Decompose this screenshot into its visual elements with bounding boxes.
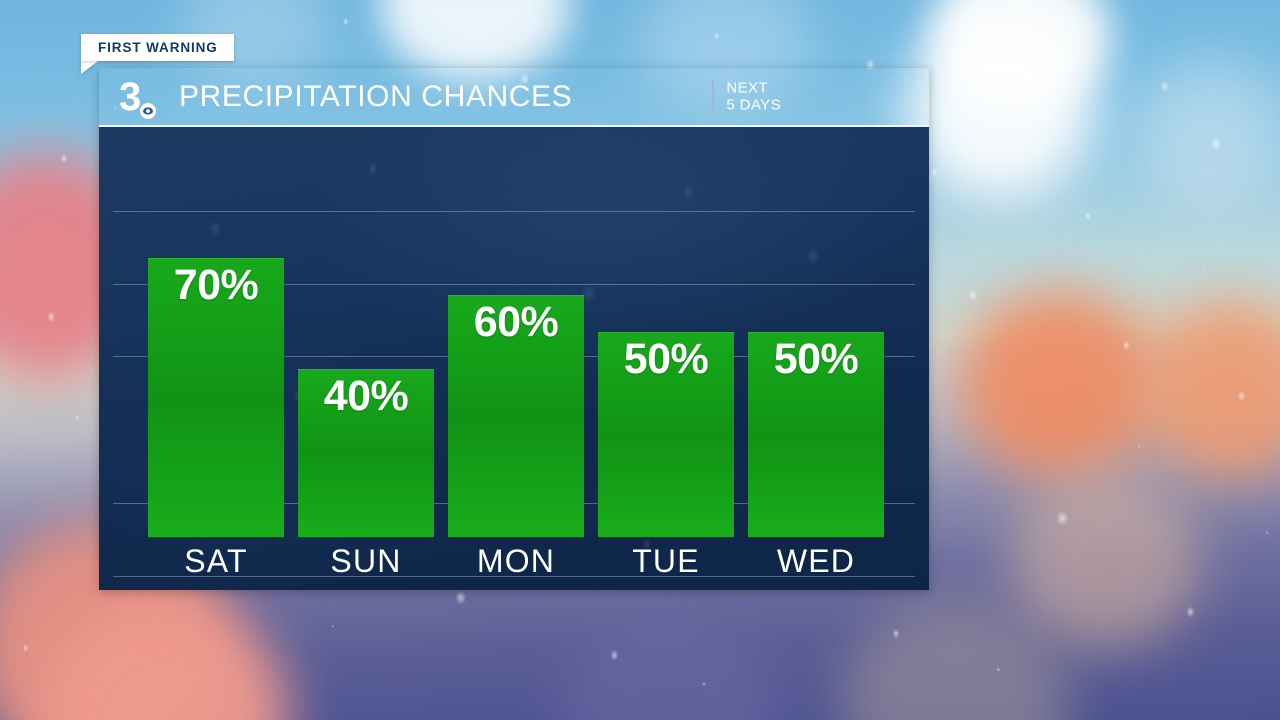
forecast-range-line1: NEXT <box>726 78 768 96</box>
bar-value-sat: 70% <box>173 261 259 309</box>
bokeh-blob <box>840 600 1070 720</box>
bar-value-wed: 50% <box>773 335 859 383</box>
bokeh-blob <box>930 0 1110 110</box>
day-label-tue: TUE <box>632 543 700 579</box>
forecast-range-line2: 5 DAYS <box>726 96 781 114</box>
bar-tue: 50% <box>598 332 734 537</box>
day-label-sat: SAT <box>184 543 248 579</box>
bokeh-blob <box>1140 300 1280 480</box>
bar-column-wed: 50% <box>748 332 884 537</box>
forecast-range: NEXT 5 DAYS <box>712 78 781 115</box>
first-warning-tail <box>81 61 98 74</box>
svg-text:3: 3 <box>119 75 141 119</box>
precipitation-chances-panel: 3 PRECIPITATION CHANCES NEXT 5 DAYS <box>99 68 929 590</box>
day-label-sun: SUN <box>330 543 402 579</box>
bokeh-blob <box>905 20 1095 200</box>
chart-body: 70% 40% 60% 50% <box>99 127 929 590</box>
bokeh-blob <box>560 610 780 720</box>
panel-header: 3 PRECIPITATION CHANCES NEXT 5 DAYS <box>99 68 929 127</box>
channel-3-logo-icon: 3 <box>119 75 156 119</box>
bokeh-blob <box>960 290 1160 480</box>
bar-column-mon: 60% <box>448 295 584 537</box>
bar-sat: 70% <box>148 258 284 537</box>
bar-plot-area: 70% 40% 60% 50% <box>99 127 929 537</box>
bokeh-blob <box>1010 470 1200 650</box>
bar-column-tue: 50% <box>598 332 734 537</box>
bar-sun: 40% <box>298 369 434 537</box>
page-title: PRECIPITATION CHANCES <box>179 79 573 113</box>
bar-value-mon: 60% <box>473 298 559 346</box>
bokeh-blob <box>40 600 290 720</box>
first-warning-label: FIRST WARNING <box>98 40 218 55</box>
day-label-mon: MON <box>476 543 556 579</box>
bar-value-sun: 40% <box>323 372 409 420</box>
day-label-wed: WED <box>776 543 856 579</box>
bar-wed: 50% <box>748 332 884 537</box>
bar-value-tue: 50% <box>623 335 709 383</box>
bar-column-sun: 40% <box>298 369 434 537</box>
bokeh-blob <box>1135 60 1280 210</box>
first-warning-badge: FIRST WARNING <box>81 34 234 61</box>
bar-mon: 60% <box>448 295 584 537</box>
bar-column-sat: 70% <box>148 258 284 537</box>
